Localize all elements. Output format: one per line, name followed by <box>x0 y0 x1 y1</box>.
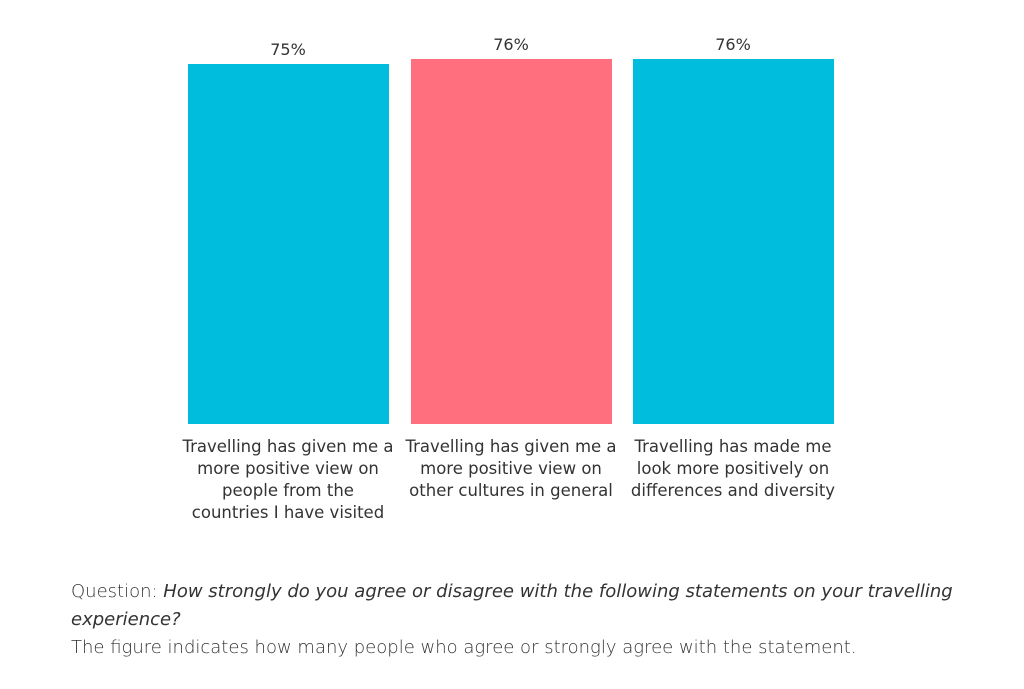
figure-note: The figure indicates how many people who… <box>71 637 857 658</box>
value-label-2: 76% <box>493 35 529 54</box>
bar-1 <box>187 63 389 424</box>
bar-chart: 75% Travelling has given me a more positi… <box>182 35 836 522</box>
category-label-2: Travelling has given me a more positive … <box>405 437 617 500</box>
chart-caption: Question: How strongly do you agree or d… <box>71 578 991 662</box>
bar-3 <box>632 59 834 424</box>
bar-2 <box>410 59 612 424</box>
question-text: How strongly do you agree or disagree wi… <box>71 581 953 630</box>
question-prefix: Question: <box>71 581 164 602</box>
value-label-1: 75% <box>270 39 306 59</box>
category-label-3: Travelling has made me look more positiv… <box>630 437 836 500</box>
value-label-3: 76% <box>715 35 751 54</box>
question-line: Question: How strongly do you agree or d… <box>71 578 991 634</box>
category-label-1: Travelling has given me a more positive … <box>182 437 394 522</box>
